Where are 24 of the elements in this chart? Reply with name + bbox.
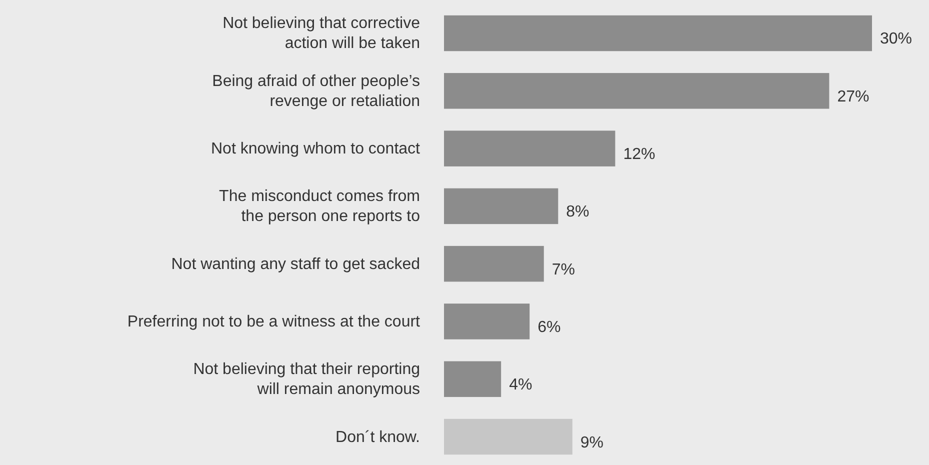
y-tick-label: Preferring not to be a witness at the court [127, 312, 421, 330]
y-tick-label: Don´t know. [336, 428, 420, 446]
data-label: 27% [837, 88, 870, 106]
data-label: 9% [580, 434, 604, 452]
data-label: 30% [880, 30, 912, 48]
y-tick-label: The misconduct comes from the person one reports to [219, 188, 420, 225]
bar [444, 304, 530, 340]
y-tick-label: Not believing that corrective action will be taken [222, 14, 420, 52]
data-label: 12% [623, 146, 656, 164]
bar [444, 15, 872, 52]
y-tick-label: Being afraid of other people’s revenge or retaliation [212, 72, 420, 110]
bar [444, 246, 544, 282]
bar [444, 73, 830, 109]
data-label: 8% [566, 204, 590, 221]
bar [444, 361, 502, 397]
data-label: 7% [552, 261, 575, 278]
data-label: 4% [509, 376, 532, 394]
bar [444, 188, 558, 224]
y-tick-label: Not wanting any staff to get sacked [171, 255, 420, 272]
data-label: 6% [538, 318, 561, 336]
bar [444, 130, 616, 166]
bar [444, 418, 572, 455]
y-tick-label: Not believing that their reporting will remain anonymous [193, 360, 420, 398]
y-tick-label: Not knowing whom to contact [211, 140, 421, 158]
